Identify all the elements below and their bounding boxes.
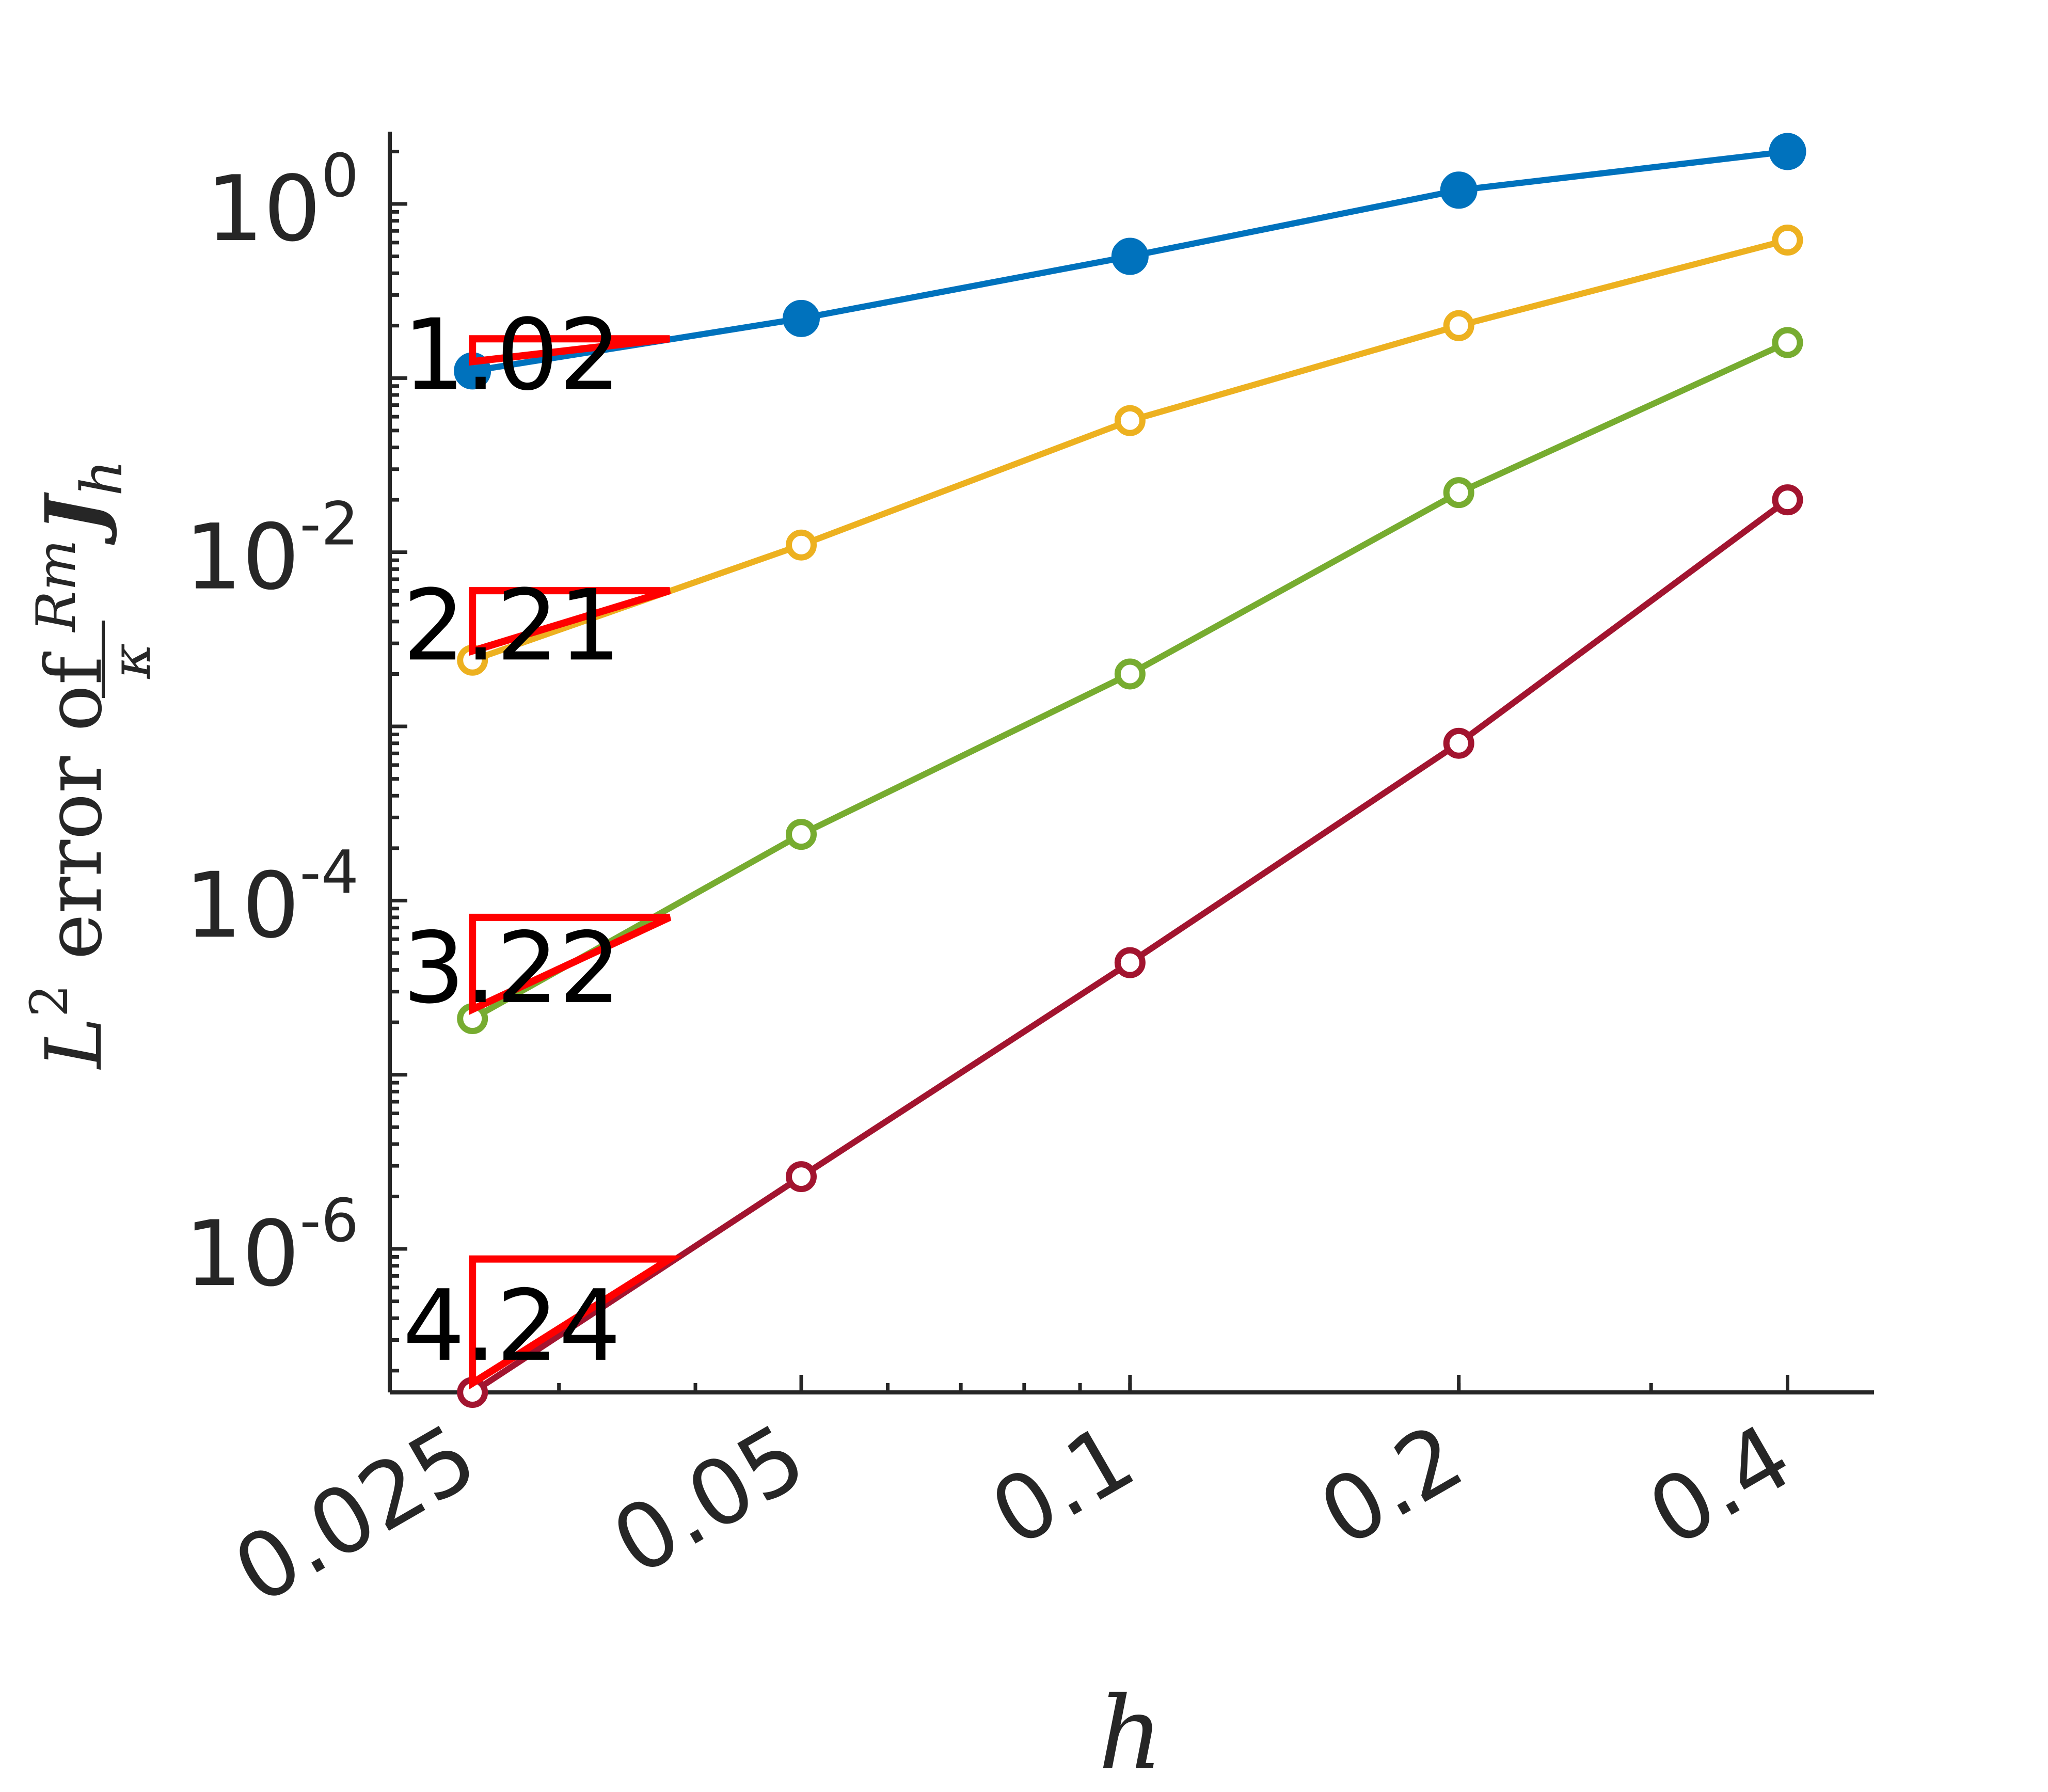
rate-label-1: 1.02 bbox=[403, 298, 621, 412]
y-label-middle: error of bbox=[29, 631, 119, 984]
y-tick-label-base: 10 bbox=[185, 853, 300, 958]
y-ticks bbox=[390, 149, 407, 1373]
series-2-point-4 bbox=[1443, 310, 1474, 341]
rate-label-2: 2.21 bbox=[403, 568, 621, 683]
series-1-point-3 bbox=[1111, 237, 1149, 275]
x-ticks bbox=[470, 1375, 1789, 1392]
y-tick-label-base: 10 bbox=[185, 1202, 300, 1307]
series-1-point-4 bbox=[1440, 171, 1478, 209]
y-tick-label-exponent: -2 bbox=[299, 490, 359, 559]
y-label-fraction-numerator: Rm bbox=[25, 540, 88, 633]
y-label-subscript: h bbox=[69, 459, 135, 496]
series-3-point-2 bbox=[786, 819, 817, 850]
series-3-point-4 bbox=[1443, 477, 1474, 509]
y-label-gap bbox=[82, 533, 106, 540]
series-4-point-3 bbox=[1114, 947, 1146, 978]
y-tick-label-base: 10 bbox=[185, 505, 300, 610]
series-3-point-5 bbox=[1772, 327, 1803, 358]
series-group bbox=[454, 133, 1806, 1408]
y-tick-label-exponent: -6 bbox=[299, 1186, 359, 1256]
series-2-point-5 bbox=[1772, 225, 1803, 256]
axes bbox=[388, 132, 1874, 1394]
series-3-point-3 bbox=[1114, 658, 1146, 690]
y-tick-label--4: 10-4 bbox=[185, 838, 359, 958]
rate-label-3: 3.22 bbox=[403, 911, 621, 1025]
y-tick-label-exponent: 0 bbox=[321, 141, 359, 211]
rate-triangle-4 bbox=[469, 1255, 682, 1390]
y-label-exponent: 2 bbox=[19, 985, 80, 1018]
series-2-point-2 bbox=[786, 529, 817, 561]
series-4-point-5 bbox=[1772, 484, 1803, 516]
y-label-fraction-denominator: κ bbox=[100, 643, 163, 679]
series-4-point-4 bbox=[1443, 727, 1474, 759]
y-tick-label-0: 100 bbox=[206, 141, 359, 262]
y-tick-label--2: 10-2 bbox=[185, 490, 359, 610]
rate-triangles: 1.02 2.21 3.22 4.24 bbox=[403, 298, 682, 1390]
series-1-point-5 bbox=[1769, 133, 1806, 170]
y-tick-label-exponent: -4 bbox=[299, 838, 359, 907]
rate-triangle-1 bbox=[469, 335, 671, 366]
x-axis-label: h bbox=[1098, 1675, 1163, 1792]
y-label-prefix: L bbox=[29, 1017, 119, 1070]
series-2-point-3 bbox=[1114, 405, 1146, 436]
series-4-point-2 bbox=[786, 1161, 817, 1193]
rate-label-4: 4.24 bbox=[403, 1269, 621, 1383]
y-tick-label--6: 10-6 bbox=[185, 1186, 359, 1307]
y-tick-label-base: 10 bbox=[206, 157, 321, 262]
rate-triangle-3 bbox=[469, 913, 672, 1016]
series-1-point-2 bbox=[783, 299, 820, 337]
rate-triangle-2 bbox=[469, 587, 671, 656]
